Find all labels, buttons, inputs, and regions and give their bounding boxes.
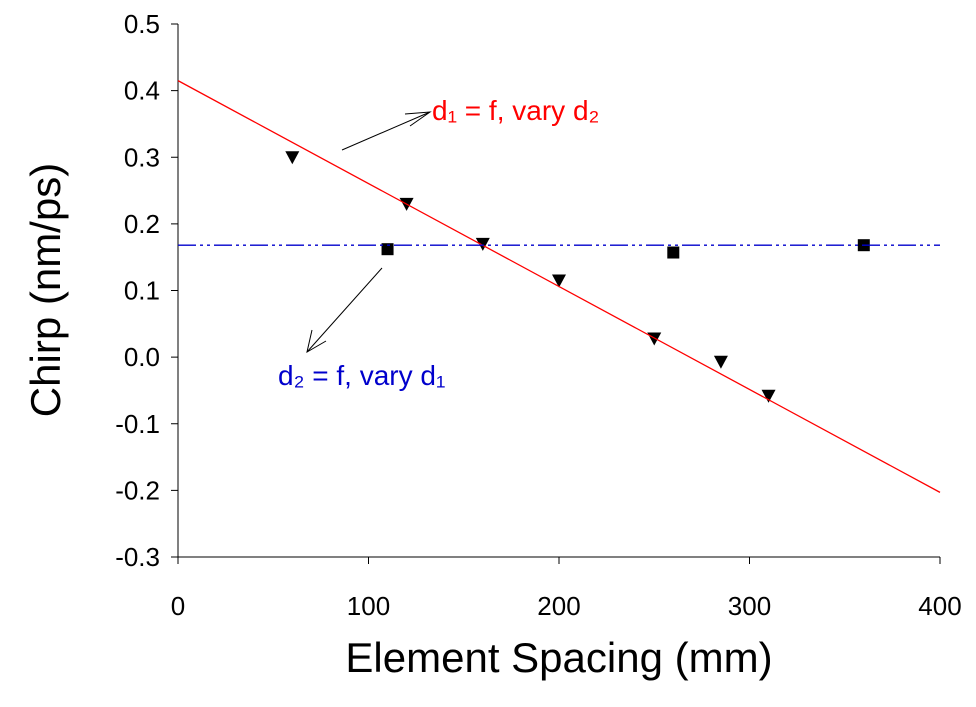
y-tick-label: 0.2: [124, 209, 160, 239]
arrowhead: [306, 329, 327, 354]
x-tick-label: 100: [347, 591, 390, 621]
annotation: d₁ = f, vary d₂: [432, 95, 599, 126]
y-tick-label: 0.4: [124, 76, 160, 106]
y-tick-label: 0.5: [124, 9, 160, 39]
square-marker: [667, 246, 680, 259]
y-tick-label: -0.3: [115, 542, 160, 572]
triangle-marker: [713, 355, 728, 369]
arrow: [341, 111, 431, 151]
arrowhead: [404, 111, 432, 127]
triangle-marker: [475, 237, 490, 251]
x-tick-label: 400: [918, 591, 961, 621]
x-tick-label: 300: [728, 591, 771, 621]
x-axis-title: Element Spacing (mm): [345, 634, 772, 681]
line: [177, 80, 941, 493]
triangle-marker: [761, 389, 776, 403]
triangle-marker: [647, 332, 662, 346]
triangle-marker: [552, 274, 566, 288]
arrow: [306, 267, 383, 353]
y-axis-title: Chirp (nm/ps): [22, 163, 69, 417]
y-tick-label: 0.1: [124, 276, 160, 306]
y-tick-label: -0.2: [115, 475, 160, 505]
arrows: [306, 111, 432, 354]
triangle-marker: [285, 151, 300, 165]
x-tick-label: 0: [171, 591, 185, 621]
y-tick-label: 0.3: [124, 142, 160, 172]
x-tick-label: 200: [537, 591, 580, 621]
y-tick-label: 0.0: [124, 342, 160, 372]
y-tick-label: -0.1: [115, 409, 160, 439]
annotation: d₂ = f, vary d₁: [278, 360, 445, 391]
square-marker: [381, 243, 394, 256]
